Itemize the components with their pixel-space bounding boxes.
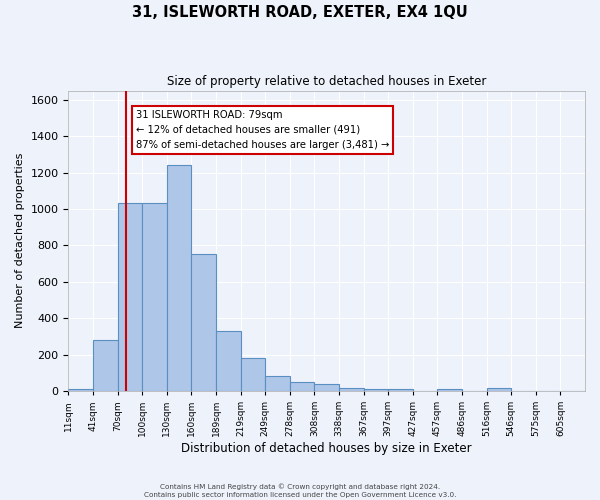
Y-axis label: Number of detached properties: Number of detached properties — [15, 153, 25, 328]
Bar — [339, 388, 364, 391]
Bar — [388, 389, 413, 391]
X-axis label: Distribution of detached houses by size in Exeter: Distribution of detached houses by size … — [181, 442, 472, 455]
Bar — [265, 376, 290, 391]
Bar — [487, 388, 511, 391]
Bar — [364, 389, 388, 391]
Bar — [68, 389, 93, 391]
Bar — [118, 202, 142, 391]
Text: 31 ISLEWORTH ROAD: 79sqm
← 12% of detached houses are smaller (491)
87% of semi-: 31 ISLEWORTH ROAD: 79sqm ← 12% of detach… — [136, 110, 389, 150]
Bar — [93, 340, 118, 391]
Bar — [142, 204, 167, 391]
Text: Contains HM Land Registry data © Crown copyright and database right 2024.
Contai: Contains HM Land Registry data © Crown c… — [144, 484, 456, 498]
Text: 31, ISLEWORTH ROAD, EXETER, EX4 1QU: 31, ISLEWORTH ROAD, EXETER, EX4 1QU — [132, 5, 468, 20]
Bar — [290, 382, 314, 391]
Bar — [191, 254, 216, 391]
Bar — [167, 165, 191, 391]
Bar — [241, 358, 265, 391]
Bar — [216, 331, 241, 391]
Title: Size of property relative to detached houses in Exeter: Size of property relative to detached ho… — [167, 75, 487, 88]
Bar — [437, 389, 462, 391]
Bar — [314, 384, 339, 391]
